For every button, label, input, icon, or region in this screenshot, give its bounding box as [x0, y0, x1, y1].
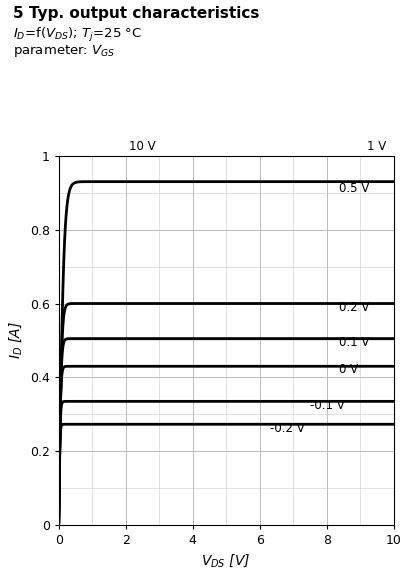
- Text: 5 Typ. output characteristics: 5 Typ. output characteristics: [13, 6, 259, 21]
- Y-axis label: $I_D$ [A]: $I_D$ [A]: [7, 321, 24, 359]
- Text: 0.2 V: 0.2 V: [339, 301, 369, 314]
- Text: parameter: $V_{GS}$: parameter: $V_{GS}$: [13, 43, 115, 59]
- Text: $I_D$=f($V_{DS}$); $T_j$=25 °C: $I_D$=f($V_{DS}$); $T_j$=25 °C: [13, 26, 142, 44]
- Text: 0.1 V: 0.1 V: [339, 336, 369, 349]
- Text: 0.5 V: 0.5 V: [339, 182, 369, 195]
- Text: 0 V: 0 V: [339, 364, 358, 376]
- Text: -0.1 V: -0.1 V: [310, 399, 345, 411]
- X-axis label: $V_{DS}$ [V]: $V_{DS}$ [V]: [202, 553, 251, 569]
- Text: -0.2 V: -0.2 V: [270, 422, 305, 435]
